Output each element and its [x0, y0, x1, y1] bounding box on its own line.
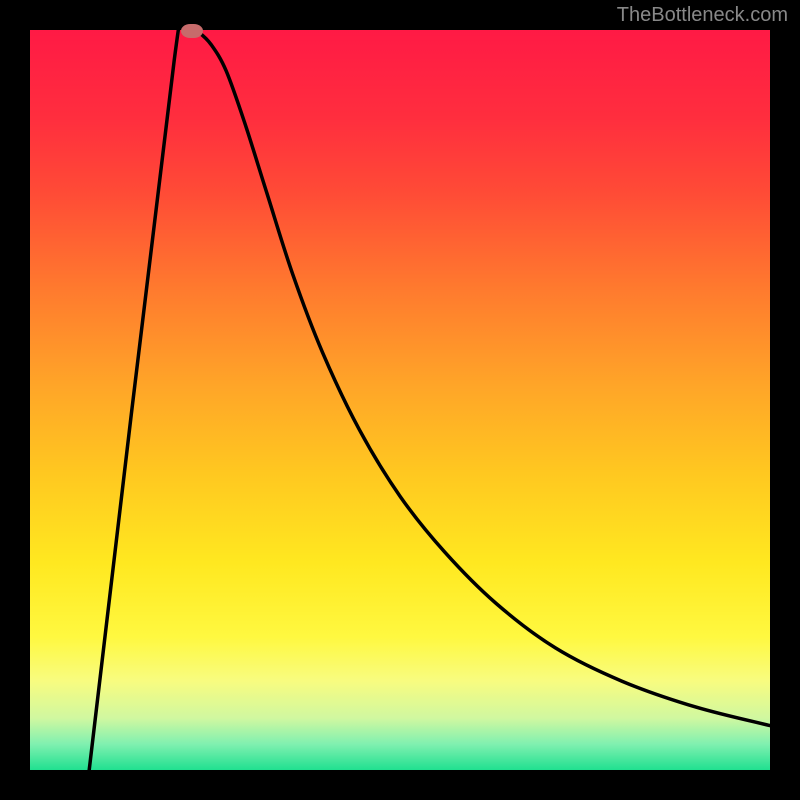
- plot-area: [30, 30, 770, 770]
- bottleneck-chart: TheBottleneck.com: [0, 0, 800, 800]
- bottleneck-curve: [30, 30, 770, 770]
- watermark-text: TheBottleneck.com: [617, 4, 788, 27]
- optimal-point-marker: [181, 24, 203, 38]
